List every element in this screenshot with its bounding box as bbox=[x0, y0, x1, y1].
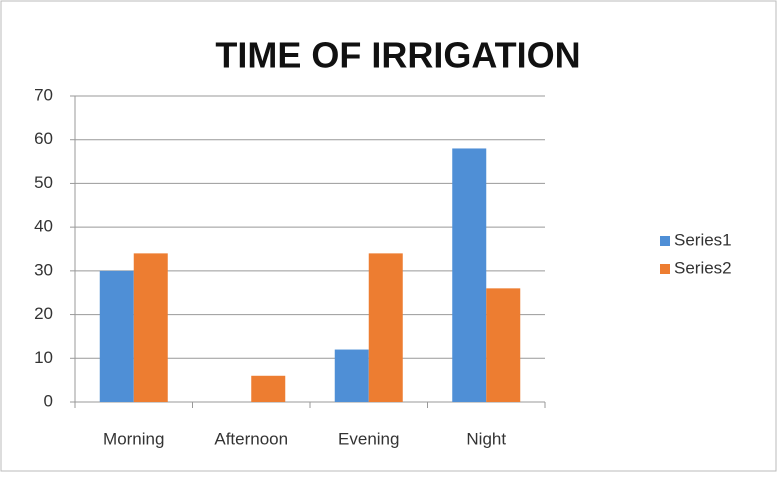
bar bbox=[452, 148, 487, 402]
bar bbox=[368, 253, 403, 402]
bar bbox=[486, 288, 521, 402]
bar bbox=[133, 253, 168, 402]
legend-swatch bbox=[660, 236, 670, 246]
y-tick-label: 20 bbox=[34, 304, 53, 323]
x-tick-label: Morning bbox=[103, 429, 164, 448]
x-tick-label: Night bbox=[466, 429, 506, 448]
y-tick-label: 10 bbox=[34, 348, 53, 367]
y-tick-label: 40 bbox=[34, 217, 53, 236]
x-tick-label: Afternoon bbox=[214, 429, 288, 448]
x-tick-label: Evening bbox=[338, 429, 399, 448]
chart-title: TIME OF IRRIGATION bbox=[215, 35, 580, 76]
bar bbox=[334, 349, 369, 402]
y-tick-label: 70 bbox=[34, 85, 53, 104]
y-tick-label: 50 bbox=[34, 173, 53, 192]
legend-label: Series2 bbox=[674, 258, 732, 277]
y-tick-label: 0 bbox=[44, 391, 53, 410]
bar bbox=[251, 375, 286, 402]
legend-label: Series1 bbox=[674, 230, 732, 249]
y-tick-label: 30 bbox=[34, 260, 53, 279]
y-tick-label: 60 bbox=[34, 129, 53, 148]
legend-swatch bbox=[660, 264, 670, 274]
bar bbox=[99, 270, 134, 402]
